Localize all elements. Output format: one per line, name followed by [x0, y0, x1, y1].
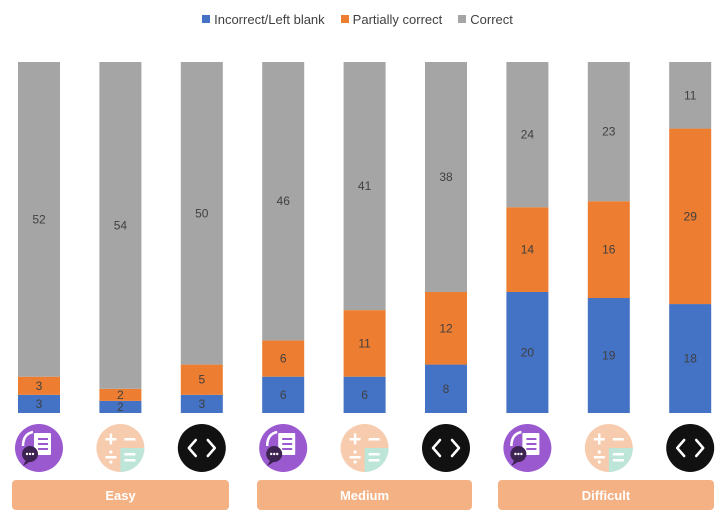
bar-segment — [99, 62, 142, 389]
chat-document-icon — [503, 424, 552, 472]
data-label: 8 — [443, 382, 450, 396]
legend-item: Correct — [458, 10, 513, 28]
data-label: 6 — [361, 388, 368, 402]
bar-segment — [669, 304, 712, 413]
bar-segment — [506, 207, 549, 292]
bar-segment — [180, 62, 223, 365]
bar-segment — [343, 62, 386, 311]
data-label: 14 — [521, 243, 535, 257]
data-label: 23 — [602, 125, 616, 139]
bar-segment — [506, 62, 549, 208]
data-label: 6 — [280, 352, 287, 366]
chat-document-icon — [259, 424, 308, 472]
code-brackets-icon — [422, 424, 470, 472]
data-label: 2 — [117, 400, 124, 414]
math-operators-icon — [584, 424, 633, 472]
legend-swatch — [202, 15, 211, 23]
bar-segment — [506, 291, 549, 413]
data-label: 16 — [602, 243, 616, 257]
bar-segment — [425, 62, 467, 292]
bar-segment — [99, 400, 142, 413]
bar-segment — [262, 340, 305, 377]
bar-segment — [343, 376, 386, 413]
stacked-bar-chart: 3 3 52 22 54 3 5 50 6 6 46 6 11 41 8 12 38 20 14 24 19 16 23 18… — [15, 62, 715, 472]
data-label: 38 — [439, 170, 453, 184]
data-label: 19 — [602, 349, 616, 363]
bar-segment — [180, 364, 223, 395]
data-label: 2 — [117, 388, 124, 402]
data-label: 50 — [195, 206, 209, 220]
bar-segment — [343, 310, 386, 377]
legend-swatch — [458, 15, 467, 23]
bar-segment — [262, 62, 305, 341]
legend-label: Correct — [470, 11, 513, 27]
bar-segment — [18, 394, 60, 413]
data-label: 54 — [114, 218, 128, 232]
bar-segment — [425, 364, 467, 413]
data-label: 3 — [198, 397, 205, 411]
bar-segment — [669, 128, 712, 305]
data-label: 24 — [521, 128, 535, 142]
bar-segment — [18, 376, 60, 395]
bar-segment — [99, 388, 142, 401]
bar-segment — [669, 62, 712, 129]
group-label-medium: Medium — [257, 480, 472, 510]
bar-segment — [587, 298, 630, 413]
legend-label: Incorrect/Left blank — [214, 11, 325, 27]
data-label: 18 — [684, 352, 698, 366]
data-label: 6 — [280, 388, 287, 402]
legend-item: Incorrect/Left blank — [202, 10, 325, 28]
data-label: 52 — [32, 212, 46, 226]
bar-segment — [18, 62, 60, 377]
group-label-difficult: Difficult — [498, 480, 714, 510]
data-label: 3 — [36, 397, 43, 411]
group-label-easy: Easy — [12, 480, 229, 510]
chat-document-icon — [15, 424, 63, 472]
math-operators-icon — [340, 424, 389, 472]
math-operators-icon — [96, 424, 145, 472]
legend-label: Partially correct — [352, 11, 443, 27]
legend-item: Partially correct — [340, 10, 443, 28]
bar-segment — [262, 376, 305, 413]
legend-swatch — [340, 15, 349, 23]
bar-segment — [425, 291, 467, 365]
data-label: 11 — [358, 336, 371, 350]
data-label: 20 — [521, 345, 535, 359]
data-label: 5 — [198, 373, 205, 387]
bar-segment — [180, 394, 223, 413]
bar-segment — [587, 62, 630, 202]
data-label: 46 — [277, 194, 291, 208]
data-label: 12 — [439, 321, 453, 335]
data-label: 29 — [684, 209, 698, 223]
bar-segment — [587, 201, 630, 299]
code-brackets-icon — [177, 424, 226, 472]
code-brackets-icon — [666, 424, 715, 472]
legend: Incorrect/Left blank Partially correct Cor… — [0, 10, 715, 28]
data-label: 11 — [684, 88, 697, 102]
data-label: 41 — [358, 179, 372, 193]
data-label: 3 — [36, 379, 43, 393]
